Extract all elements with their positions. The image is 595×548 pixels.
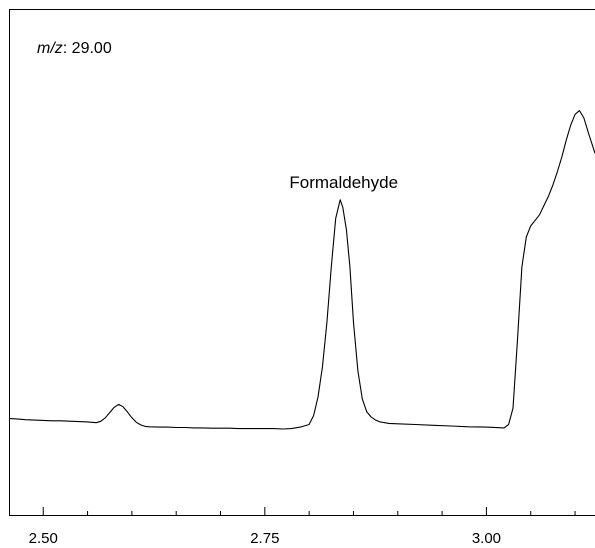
x-tick-labels: 2.50 2.75 3.00 — [29, 530, 501, 547]
peak-annotation-formaldehyde: Formaldehyde — [289, 173, 398, 192]
x-tick-label-2: 3.00 — [472, 530, 501, 547]
x-minor-ticks — [87, 511, 576, 516]
x-tick-label-1: 2.75 — [250, 530, 279, 547]
ion-label-prefix: m/z — [37, 40, 63, 57]
ion-label-value: : 29.00 — [63, 40, 112, 57]
x-tick-label-0: 2.50 — [29, 530, 58, 547]
ion-label: m/z: 29.00 — [37, 40, 112, 57]
chromatogram-trace — [9, 110, 595, 430]
x-major-ticks — [42, 507, 487, 516]
plot-frame — [9, 9, 595, 516]
